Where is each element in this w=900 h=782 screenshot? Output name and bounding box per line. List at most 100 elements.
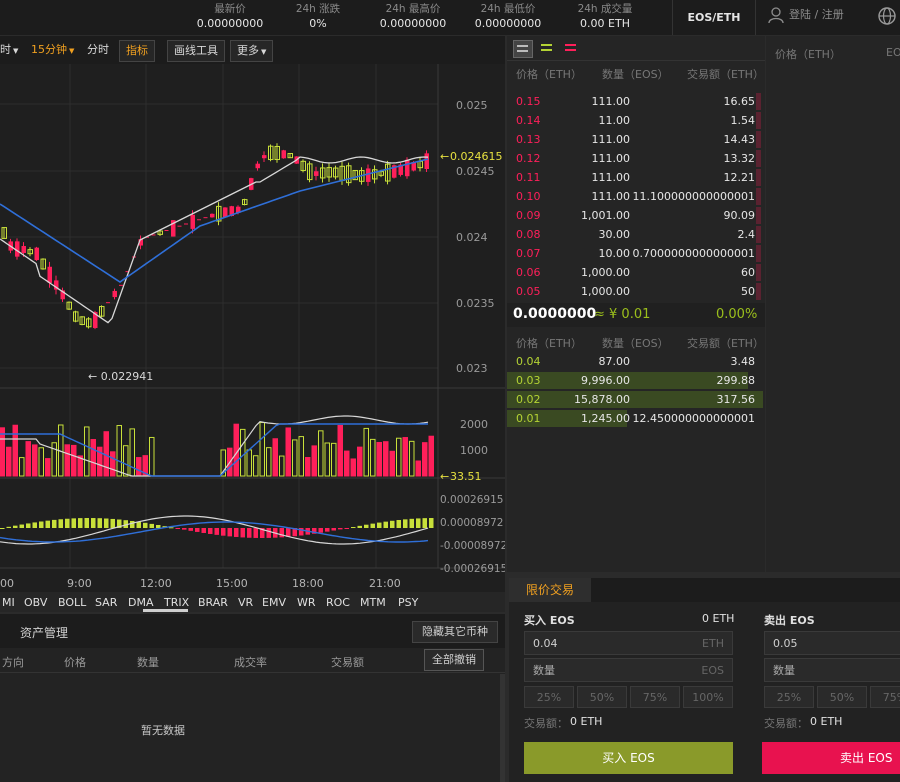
pair-selector[interactable]: EOS/ETH (672, 0, 756, 35)
candle (392, 165, 397, 178)
login-link[interactable]: 登陆 / 注册 (767, 0, 844, 35)
book-view-asks-icon[interactable] (563, 41, 579, 55)
book-header-qty: 数量（EOS） (602, 337, 669, 350)
scrollbar[interactable] (500, 674, 505, 782)
bid-row[interactable]: 0.01 1,245.00 12.450000000000001 (507, 409, 763, 428)
mid-price-cny: ≈ ¥ 0.01 (594, 307, 651, 322)
macd-bar (227, 528, 232, 537)
ask-row[interactable]: 0.15 111.00 16.65 (507, 92, 763, 111)
buy-percent-75[interactable]: 75% (630, 686, 680, 708)
indicator-tab[interactable]: TRIX (164, 596, 190, 609)
indicator-tab[interactable]: SAR (95, 596, 118, 609)
bid-price: 0.04 (516, 355, 541, 368)
bid-row[interactable]: 0.02 15,878.00 317.56 (507, 390, 763, 409)
ask-total: 13.32 (723, 152, 756, 165)
top-bar: 最新价 0.00000000 24h 涨跌 0% 24h 最高价 0.00000… (0, 0, 900, 35)
kline-chart[interactable]: 0.025 0.0245 0.024 0.0235 0.023 ← 0.0246… (0, 64, 505, 592)
indicators-button[interactable]: 指标 (119, 40, 155, 62)
ask-total: 2.4 (737, 228, 756, 241)
ask-row[interactable]: 0.12 111.00 13.32 (507, 149, 763, 168)
buy-qty-unit: EOS (701, 664, 724, 677)
volume-bar (350, 458, 356, 477)
volume-bar (136, 457, 142, 477)
ask-depth-bar (755, 131, 761, 148)
buy-percent-50[interactable]: 50% (577, 686, 627, 708)
indicator-tab[interactable]: VR (238, 596, 254, 609)
book-header-price: 价格（ETH） (516, 337, 582, 350)
book-view-all-icon[interactable] (513, 40, 533, 58)
ask-total: 50 (741, 285, 755, 298)
macd-bar (169, 527, 174, 529)
stat-label: 24h 最低价 (480, 3, 536, 15)
ask-row[interactable]: 0.14 11.00 1.54 (507, 111, 763, 130)
sell-percent-25[interactable]: 25% (764, 686, 814, 708)
ask-row[interactable]: 0.13 111.00 14.43 (507, 130, 763, 149)
macd-bar (136, 521, 141, 528)
candle (27, 249, 33, 255)
bid-total: 317.56 (716, 393, 756, 406)
indicator-tab[interactable]: MI (2, 596, 15, 609)
ask-row[interactable]: 0.07 10.00 0.7000000000000001 (507, 244, 763, 263)
macd-bar (175, 528, 180, 529)
ask-row[interactable]: 0.10 111.00 11.100000000000001 (507, 187, 763, 206)
bid-depth-bar (507, 391, 763, 408)
tab-asset-management[interactable]: 资产管理 (20, 626, 69, 640)
macd-bar (403, 519, 408, 528)
ask-row[interactable]: 0.05 1,000.00 50 (507, 282, 763, 301)
indicator-tab[interactable]: DMA (128, 596, 154, 609)
indicator-tab[interactable]: PSY (398, 596, 419, 609)
interval-dropdown[interactable]: 15分钟 ▼ (25, 40, 80, 60)
sell-percent-50[interactable]: 50% (817, 686, 867, 708)
volume-bar (422, 442, 428, 477)
macd-bar (279, 528, 284, 538)
sell-price-input[interactable]: 0.05 (764, 631, 900, 655)
ask-row[interactable]: 0.09 1,001.00 90.09 (507, 206, 763, 225)
volume-bar (90, 439, 96, 477)
sell-percent-75[interactable]: 75% (870, 686, 900, 708)
candle (372, 169, 378, 180)
indicator-tab[interactable]: EMV (262, 596, 286, 609)
more-dropdown[interactable]: 更多 ▼ (230, 40, 274, 62)
bid-price: 0.01 (516, 412, 541, 425)
macd-bar (364, 524, 369, 528)
macd-bar (351, 527, 356, 529)
indicator-tab[interactable]: MTM (360, 596, 386, 609)
book-view-bids-icon[interactable] (539, 41, 555, 55)
hide-other-coins-button[interactable]: 隐藏其它币种 (412, 621, 498, 643)
buy-percent-100[interactable]: 100% (683, 686, 733, 708)
last-price-arrow: ← (440, 150, 449, 163)
sell-amount-label: 交易额： (764, 717, 808, 730)
ask-row[interactable]: 0.11 111.00 12.21 (507, 168, 763, 187)
volume-bar (71, 444, 77, 477)
buy-button[interactable]: 买入 EOS (524, 742, 733, 774)
cancel-all-button[interactable]: 全部撤销 (424, 649, 484, 671)
draw-tools-button[interactable]: 画线工具 (167, 40, 225, 62)
timeshare-button[interactable]: 分时 (87, 43, 109, 56)
indicator-tab[interactable]: BRAR (198, 596, 228, 609)
sell-button[interactable]: 卖出 EOS (762, 742, 900, 774)
globe-icon[interactable] (877, 6, 897, 26)
sell-qty-input[interactable]: 数量 (764, 658, 900, 682)
macd-tick: -0.00026915 (440, 563, 505, 575)
tab-limit-order[interactable]: 限价交易 (509, 578, 591, 602)
macd-bar (0, 528, 5, 529)
ask-qty: 111.00 (591, 171, 631, 184)
indicator-tab[interactable]: ROC (326, 596, 350, 609)
ask-depth-bar (755, 112, 761, 129)
bid-row[interactable]: 0.04 87.00 3.48 (507, 352, 763, 371)
buy-percent-25[interactable]: 25% (524, 686, 574, 708)
indicator-tab[interactable]: BOLL (58, 596, 87, 609)
ask-row[interactable]: 0.08 30.00 2.4 (507, 225, 763, 244)
volume-bar (25, 441, 31, 477)
stat-last-price: 最新价 0.00000000 (190, 2, 270, 32)
indicator-tab[interactable]: WR (297, 596, 316, 609)
scroll-handle[interactable] (143, 609, 188, 612)
timeframe-dropdown[interactable]: 时 ▼ (0, 40, 24, 60)
macd-bar (286, 528, 291, 537)
ask-row[interactable]: 0.06 1,000.00 60 (507, 263, 763, 282)
indicator-tab[interactable]: OBV (24, 596, 48, 609)
mid-change: 0.00% (716, 307, 758, 322)
buy-price-input[interactable]: 0.04 ETH (524, 631, 733, 655)
bid-row[interactable]: 0.03 9,996.00 299.88 (507, 371, 763, 390)
buy-qty-input[interactable]: 数量 EOS (524, 658, 733, 682)
